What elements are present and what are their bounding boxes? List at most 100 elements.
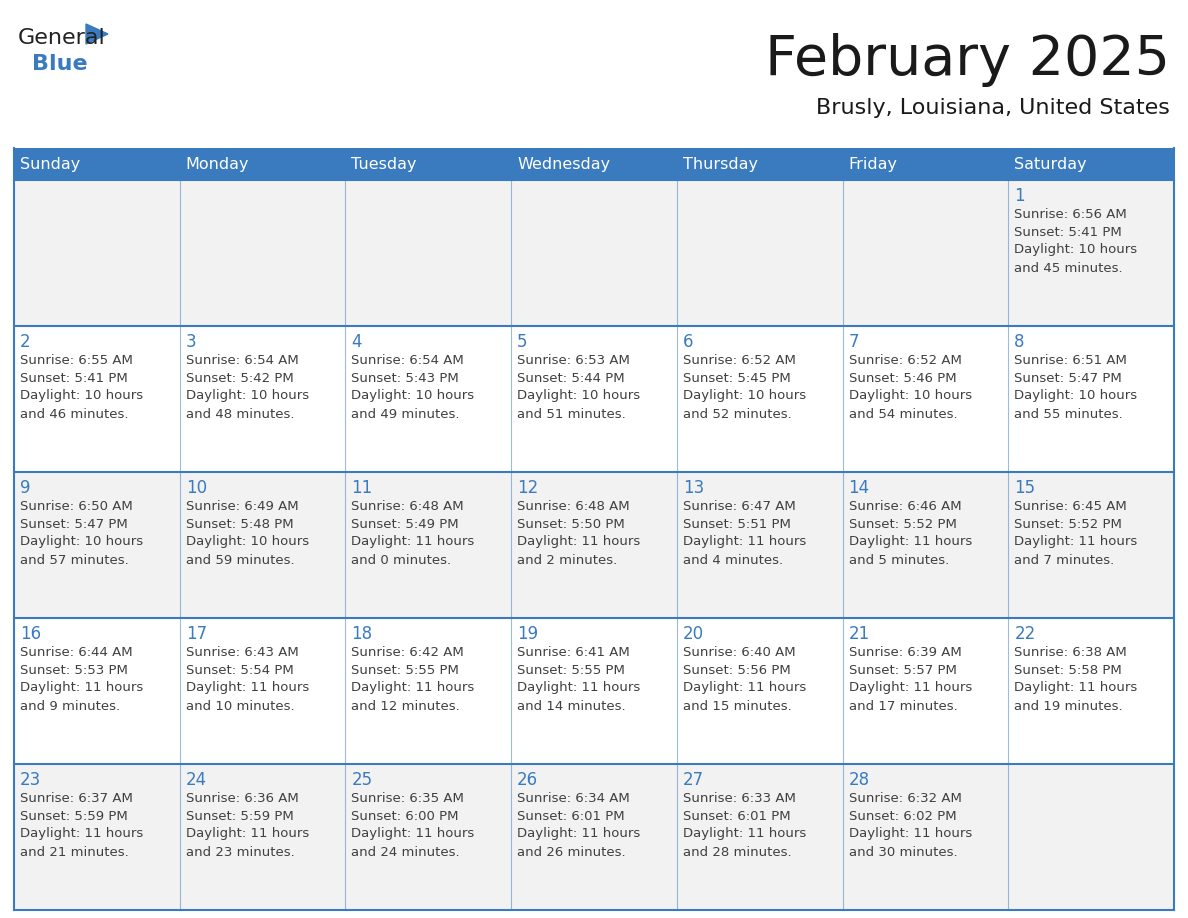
- Text: Daylight: 11 hours: Daylight: 11 hours: [1015, 535, 1138, 548]
- Text: Daylight: 10 hours: Daylight: 10 hours: [683, 389, 805, 402]
- Text: Sunrise: 6:47 AM: Sunrise: 6:47 AM: [683, 499, 796, 512]
- Text: Daylight: 11 hours: Daylight: 11 hours: [20, 827, 144, 841]
- Text: and 57 minutes.: and 57 minutes.: [20, 554, 128, 566]
- Text: and 55 minutes.: and 55 minutes.: [1015, 408, 1123, 420]
- Text: Sunrise: 6:48 AM: Sunrise: 6:48 AM: [352, 499, 465, 512]
- Text: Sunset: 5:49 PM: Sunset: 5:49 PM: [352, 518, 459, 531]
- Text: Brusly, Louisiana, United States: Brusly, Louisiana, United States: [816, 98, 1170, 118]
- Text: and 48 minutes.: and 48 minutes.: [185, 408, 295, 420]
- Text: 14: 14: [848, 479, 870, 497]
- Text: Daylight: 10 hours: Daylight: 10 hours: [1015, 389, 1137, 402]
- Text: Daylight: 11 hours: Daylight: 11 hours: [683, 535, 807, 548]
- Text: Sunset: 6:02 PM: Sunset: 6:02 PM: [848, 810, 956, 823]
- Text: 24: 24: [185, 771, 207, 789]
- Text: Daylight: 11 hours: Daylight: 11 hours: [517, 535, 640, 548]
- Text: Sunrise: 6:39 AM: Sunrise: 6:39 AM: [848, 645, 961, 658]
- Text: Daylight: 10 hours: Daylight: 10 hours: [20, 535, 143, 548]
- Text: and 0 minutes.: and 0 minutes.: [352, 554, 451, 566]
- Text: Daylight: 11 hours: Daylight: 11 hours: [683, 681, 807, 695]
- Text: Daylight: 11 hours: Daylight: 11 hours: [517, 827, 640, 841]
- Bar: [14, 180, 1174, 326]
- Text: Sunrise: 6:41 AM: Sunrise: 6:41 AM: [517, 645, 630, 658]
- Bar: [842, 148, 1009, 180]
- Text: Daylight: 11 hours: Daylight: 11 hours: [683, 827, 807, 841]
- Text: Sunset: 5:41 PM: Sunset: 5:41 PM: [1015, 226, 1121, 239]
- Text: 10: 10: [185, 479, 207, 497]
- Text: 21: 21: [848, 625, 870, 643]
- Text: 22: 22: [1015, 625, 1036, 643]
- Text: Sunset: 5:52 PM: Sunset: 5:52 PM: [1015, 518, 1123, 531]
- Text: Daylight: 11 hours: Daylight: 11 hours: [185, 827, 309, 841]
- Text: 8: 8: [1015, 333, 1025, 351]
- Text: Sunrise: 6:54 AM: Sunrise: 6:54 AM: [185, 353, 298, 366]
- Text: Sunrise: 6:50 AM: Sunrise: 6:50 AM: [20, 499, 133, 512]
- Text: and 45 minutes.: and 45 minutes.: [1015, 262, 1123, 274]
- Text: Sunset: 5:56 PM: Sunset: 5:56 PM: [683, 664, 790, 677]
- Text: Sunrise: 6:51 AM: Sunrise: 6:51 AM: [1015, 353, 1127, 366]
- Text: Sunrise: 6:43 AM: Sunrise: 6:43 AM: [185, 645, 298, 658]
- Bar: [14, 326, 1174, 472]
- Text: Daylight: 11 hours: Daylight: 11 hours: [20, 681, 144, 695]
- Text: Sunset: 5:44 PM: Sunset: 5:44 PM: [517, 372, 625, 385]
- Text: 11: 11: [352, 479, 373, 497]
- Text: Friday: Friday: [848, 156, 898, 172]
- Text: 28: 28: [848, 771, 870, 789]
- Bar: [346, 148, 511, 180]
- Text: Monday: Monday: [185, 156, 249, 172]
- Text: 4: 4: [352, 333, 362, 351]
- Text: and 2 minutes.: and 2 minutes.: [517, 554, 618, 566]
- Text: Daylight: 10 hours: Daylight: 10 hours: [848, 389, 972, 402]
- Text: and 24 minutes.: and 24 minutes.: [352, 845, 460, 858]
- Text: and 49 minutes.: and 49 minutes.: [352, 408, 460, 420]
- Text: 18: 18: [352, 625, 373, 643]
- Text: Sunset: 5:58 PM: Sunset: 5:58 PM: [1015, 664, 1121, 677]
- Text: Daylight: 10 hours: Daylight: 10 hours: [20, 389, 143, 402]
- Text: 19: 19: [517, 625, 538, 643]
- Text: Tuesday: Tuesday: [352, 156, 417, 172]
- Text: 16: 16: [20, 625, 42, 643]
- Text: Daylight: 10 hours: Daylight: 10 hours: [517, 389, 640, 402]
- Text: and 54 minutes.: and 54 minutes.: [848, 408, 958, 420]
- Text: Daylight: 11 hours: Daylight: 11 hours: [185, 681, 309, 695]
- Text: 15: 15: [1015, 479, 1036, 497]
- Text: Daylight: 10 hours: Daylight: 10 hours: [185, 389, 309, 402]
- Bar: [179, 148, 346, 180]
- Text: Daylight: 11 hours: Daylight: 11 hours: [517, 681, 640, 695]
- Text: Sunset: 5:54 PM: Sunset: 5:54 PM: [185, 664, 293, 677]
- Text: Daylight: 11 hours: Daylight: 11 hours: [352, 681, 475, 695]
- Text: and 17 minutes.: and 17 minutes.: [848, 700, 958, 712]
- Text: Sunset: 5:59 PM: Sunset: 5:59 PM: [20, 810, 128, 823]
- Text: Sunrise: 6:49 AM: Sunrise: 6:49 AM: [185, 499, 298, 512]
- Polygon shape: [86, 24, 108, 44]
- Text: Sunset: 5:47 PM: Sunset: 5:47 PM: [1015, 372, 1121, 385]
- Text: Sunset: 6:01 PM: Sunset: 6:01 PM: [517, 810, 625, 823]
- Text: Daylight: 10 hours: Daylight: 10 hours: [185, 535, 309, 548]
- Text: Sunrise: 6:38 AM: Sunrise: 6:38 AM: [1015, 645, 1127, 658]
- Text: and 26 minutes.: and 26 minutes.: [517, 845, 626, 858]
- Text: and 12 minutes.: and 12 minutes.: [352, 700, 460, 712]
- Text: Sunset: 5:48 PM: Sunset: 5:48 PM: [185, 518, 293, 531]
- Text: Sunrise: 6:42 AM: Sunrise: 6:42 AM: [352, 645, 465, 658]
- Text: Sunrise: 6:54 AM: Sunrise: 6:54 AM: [352, 353, 465, 366]
- Text: Daylight: 11 hours: Daylight: 11 hours: [352, 827, 475, 841]
- Text: and 30 minutes.: and 30 minutes.: [848, 845, 958, 858]
- Text: Sunset: 5:42 PM: Sunset: 5:42 PM: [185, 372, 293, 385]
- Text: Sunset: 5:41 PM: Sunset: 5:41 PM: [20, 372, 128, 385]
- Text: and 15 minutes.: and 15 minutes.: [683, 700, 791, 712]
- Text: Sunset: 5:46 PM: Sunset: 5:46 PM: [848, 372, 956, 385]
- Text: Sunrise: 6:46 AM: Sunrise: 6:46 AM: [848, 499, 961, 512]
- Text: Daylight: 11 hours: Daylight: 11 hours: [1015, 681, 1138, 695]
- Text: Sunset: 5:59 PM: Sunset: 5:59 PM: [185, 810, 293, 823]
- Text: Sunset: 6:00 PM: Sunset: 6:00 PM: [352, 810, 459, 823]
- Text: Daylight: 10 hours: Daylight: 10 hours: [352, 389, 474, 402]
- Text: Sunset: 5:57 PM: Sunset: 5:57 PM: [848, 664, 956, 677]
- Text: 9: 9: [20, 479, 31, 497]
- Text: and 10 minutes.: and 10 minutes.: [185, 700, 295, 712]
- Bar: [677, 148, 842, 180]
- Text: Sunset: 6:01 PM: Sunset: 6:01 PM: [683, 810, 790, 823]
- Bar: [14, 148, 179, 180]
- Text: Sunrise: 6:52 AM: Sunrise: 6:52 AM: [683, 353, 796, 366]
- Text: Sunset: 5:52 PM: Sunset: 5:52 PM: [848, 518, 956, 531]
- Text: Sunrise: 6:32 AM: Sunrise: 6:32 AM: [848, 791, 961, 804]
- Text: Sunrise: 6:48 AM: Sunrise: 6:48 AM: [517, 499, 630, 512]
